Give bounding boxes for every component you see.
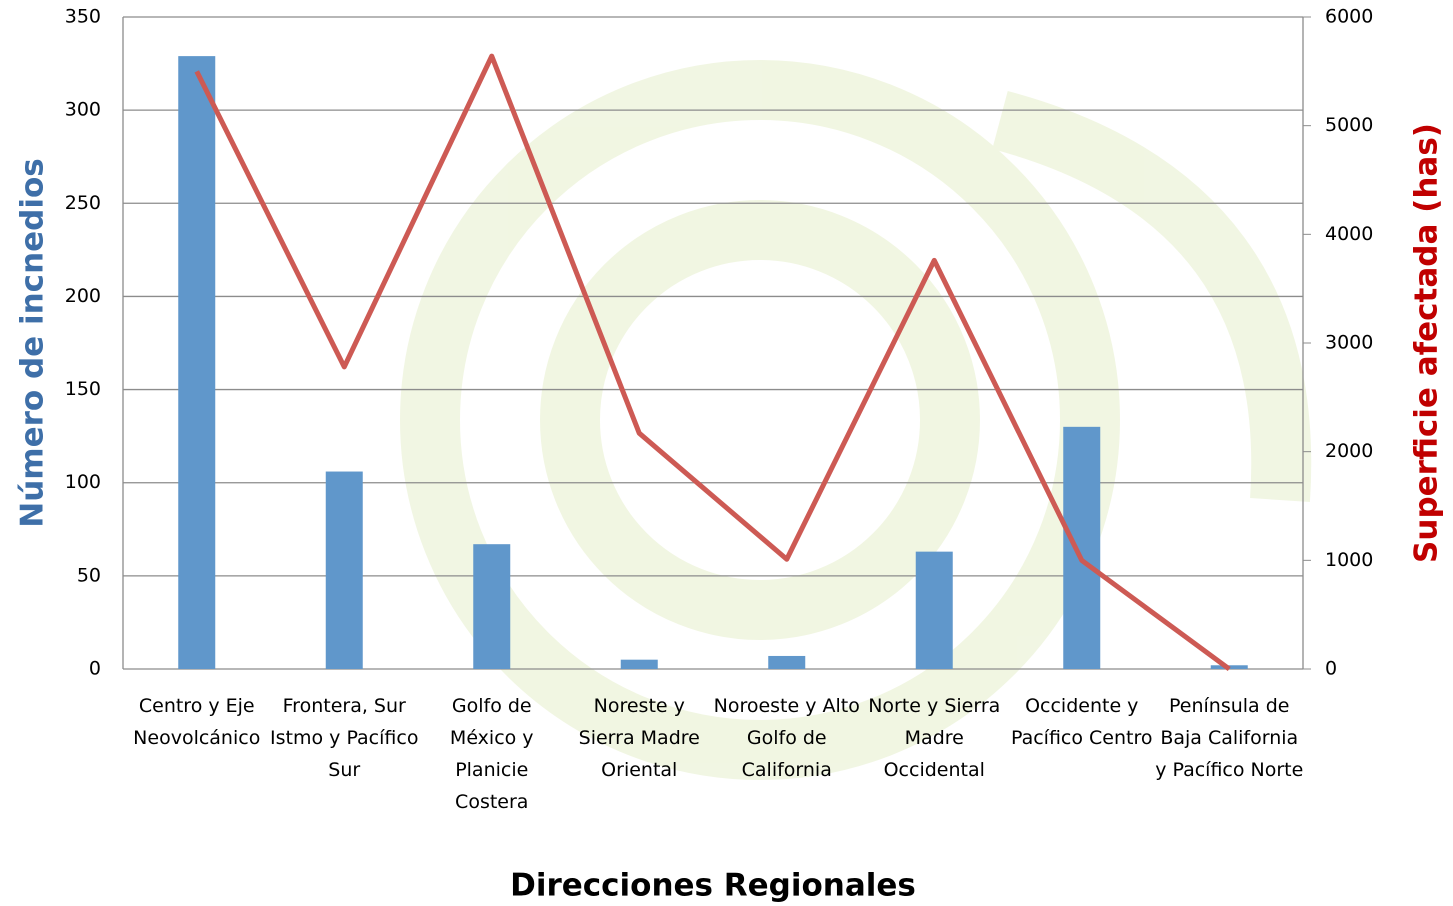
y-tick-label: 100: [65, 471, 101, 493]
x-tick-label: Península de Baja California y Pacífico …: [1154, 690, 1304, 786]
y-tick-label: 250: [65, 192, 101, 214]
bar: [178, 56, 215, 669]
y-tick-label: 50: [77, 564, 101, 586]
y2-tick-label: 2000: [1325, 440, 1373, 462]
x-tick-label: Occidente y Pacífico Centro: [1007, 690, 1157, 754]
y2-tick-label: 1000: [1325, 549, 1373, 571]
bar: [473, 544, 510, 669]
y2-tick-label: 5000: [1325, 114, 1373, 136]
y2-tick-label: 3000: [1325, 332, 1373, 354]
y2-tick-label: 0: [1325, 658, 1337, 680]
bar: [916, 552, 953, 669]
x-tick-label: Norte y Sierra Madre Occidental: [859, 690, 1009, 786]
y2-axis-title: Superficie afectada (has): [1409, 123, 1445, 563]
bar: [326, 472, 363, 669]
y2-tick-label: 6000: [1325, 6, 1373, 28]
y-tick-label: 300: [65, 99, 101, 121]
x-tick-label: Frontera, Sur Istmo y Pacífico Sur: [269, 690, 419, 786]
y-tick-label: 350: [65, 6, 101, 28]
x-tick-label: Noroeste y Alto Golfo de California: [712, 690, 862, 786]
x-axis-title: Direcciones Regionales: [510, 868, 916, 904]
y-tick-label: 200: [65, 285, 101, 307]
y-tick-label: 0: [89, 658, 101, 680]
bar: [621, 660, 658, 669]
bar: [768, 656, 805, 669]
y-tick-label: 150: [65, 378, 101, 400]
x-tick-label: Centro y Eje Neovolcánico: [122, 690, 272, 754]
bar: [1063, 427, 1100, 669]
y-axis-title: Número de incnedios: [15, 158, 51, 527]
x-tick-label: Golfo de México y Planicie Costera: [417, 690, 567, 818]
x-tick-label: Noreste y Sierra Madre Oriental: [564, 690, 714, 786]
y2-tick-label: 4000: [1325, 223, 1373, 245]
page: Direcciones Regionales Número de incnedi…: [0, 0, 1453, 906]
